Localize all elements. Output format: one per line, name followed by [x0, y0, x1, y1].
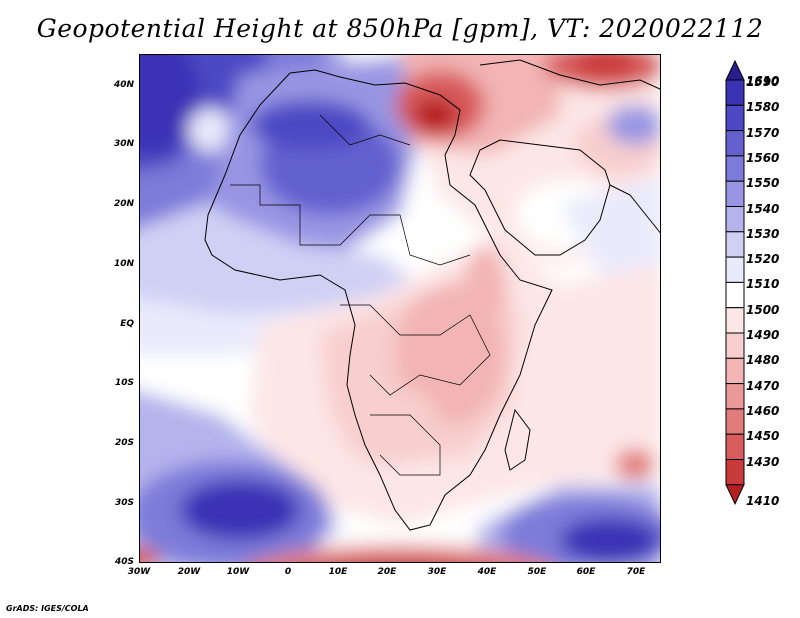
field-mascarene-low — [615, 449, 655, 481]
lon-label-40e: 40E — [477, 567, 497, 577]
colorbar-box — [725, 459, 745, 486]
lat-label-30s: 30S — [114, 498, 134, 508]
colorbar-box — [725, 307, 745, 334]
colorbar-label: 1560 — [746, 150, 780, 165]
coast-madagascar — [504, 408, 531, 471]
height-field — [140, 55, 660, 563]
field-sahara-blue-3 — [250, 100, 370, 150]
colorbar-label: 1540 — [746, 201, 780, 216]
colorbar-label: 1580 — [746, 100, 780, 115]
borders-central-africa — [340, 304, 491, 396]
field-canary-gap — [188, 108, 232, 152]
coast-east-africa — [346, 184, 553, 531]
lon-label-0: 0 — [284, 567, 292, 577]
colorbar-label: 1610 — [746, 74, 780, 88]
lon-label-10e: 10E — [328, 567, 348, 577]
field-sw-low — [140, 546, 160, 562]
colorbar-box — [725, 408, 745, 435]
colorbar-label: 1460 — [746, 403, 780, 418]
borders-southern-africa — [370, 414, 441, 476]
field-ethiopia-pink — [465, 245, 505, 325]
colorbar-box — [725, 357, 745, 385]
field-arabian-sea-blue — [560, 175, 660, 295]
lon-label-50e: 50E — [527, 567, 547, 577]
colorbar-label: 1430 — [746, 454, 780, 469]
lat-label-40n: 40N — [113, 80, 134, 90]
colorbar-label: 1510 — [746, 277, 780, 292]
lon-label-20e: 20E — [377, 567, 397, 577]
colorbar-label: 1500 — [746, 302, 780, 317]
lon-label-70e: 70E — [626, 567, 646, 577]
lat-label-10n: 10N — [113, 259, 134, 269]
lat-label-30n: 30N — [113, 139, 134, 149]
field-pamir-blue — [607, 105, 660, 145]
colorbar-label: 1520 — [746, 252, 780, 267]
lat-label-10s: 10S — [114, 378, 134, 388]
colorbar-arrow-bottom — [725, 484, 745, 505]
lat-label-eq: EQ — [120, 319, 134, 329]
lat-label-40s: 40S — [114, 557, 134, 567]
coast-anatolia-caspian — [479, 59, 660, 90]
field-southern-low-core — [290, 562, 510, 563]
field-southern-africa-pink — [340, 385, 440, 465]
colorbar-box — [725, 433, 745, 461]
colorbar-box — [725, 180, 745, 207]
lon-label-60e: 60E — [576, 567, 596, 577]
lon-label-30e: 30E — [427, 567, 447, 577]
colorbar-box — [725, 256, 745, 283]
coast-west-africa — [204, 72, 356, 326]
colorbar-box — [725, 155, 745, 182]
field-westafrica-light — [140, 205, 420, 325]
coastlines — [204, 59, 660, 531]
colorbar-box — [725, 130, 745, 157]
colorbar-label: 1490 — [746, 328, 780, 342]
colorbar-box — [725, 281, 745, 309]
lon-label-20w: 20W — [177, 567, 201, 577]
field-satlantic-high — [180, 480, 300, 540]
map-title: Geopotential Height at 850hPa [gpm], VT:… — [36, 14, 764, 43]
colorbar-box — [725, 332, 745, 359]
colorbar-label: 1550 — [746, 176, 780, 191]
colorbar-label: 1590 — [746, 75, 780, 89]
colorbar-label: 1570 — [746, 125, 780, 140]
field-anatolia-low-core — [413, 99, 457, 131]
colorbar-label: 1450 — [746, 429, 780, 444]
field-sindian-high — [560, 518, 660, 562]
field-atlantic-high — [140, 55, 200, 155]
colorbar-box — [725, 231, 745, 258]
colorbar-box — [725, 383, 745, 410]
map-canvas — [140, 55, 660, 563]
colorbar-box — [725, 206, 745, 233]
colorbar-boxes — [725, 60, 745, 505]
country-borders — [230, 114, 491, 476]
field-caspian-core — [575, 55, 635, 77]
colorbar-arrow-top — [725, 60, 745, 81]
field-southern-low-outer — [255, 545, 545, 562]
colorbar-label: 1410 — [746, 493, 780, 508]
lat-label-20s: 20S — [114, 438, 134, 448]
lat-label-20n: 20N — [113, 199, 134, 209]
colorbar-box — [725, 79, 745, 106]
colorbar-box — [725, 104, 745, 132]
borders-maghreb — [319, 114, 411, 146]
coast-north-africa-mediterranean — [289, 69, 461, 186]
borders-sahel — [230, 184, 471, 266]
colorbar — [725, 60, 745, 505]
lon-label-10w: 10W — [226, 567, 250, 577]
lon-label-30w: 30W — [127, 567, 151, 577]
coast-arabia — [469, 139, 611, 256]
colorbar-label: 1470 — [746, 378, 780, 393]
coast-india — [609, 184, 660, 234]
colorbar-label: 1480 — [746, 353, 780, 368]
colorbar-label: 1530 — [746, 226, 780, 241]
map-plot — [139, 54, 661, 563]
grads-credit: GrADS: IGES/COLA — [6, 604, 89, 613]
